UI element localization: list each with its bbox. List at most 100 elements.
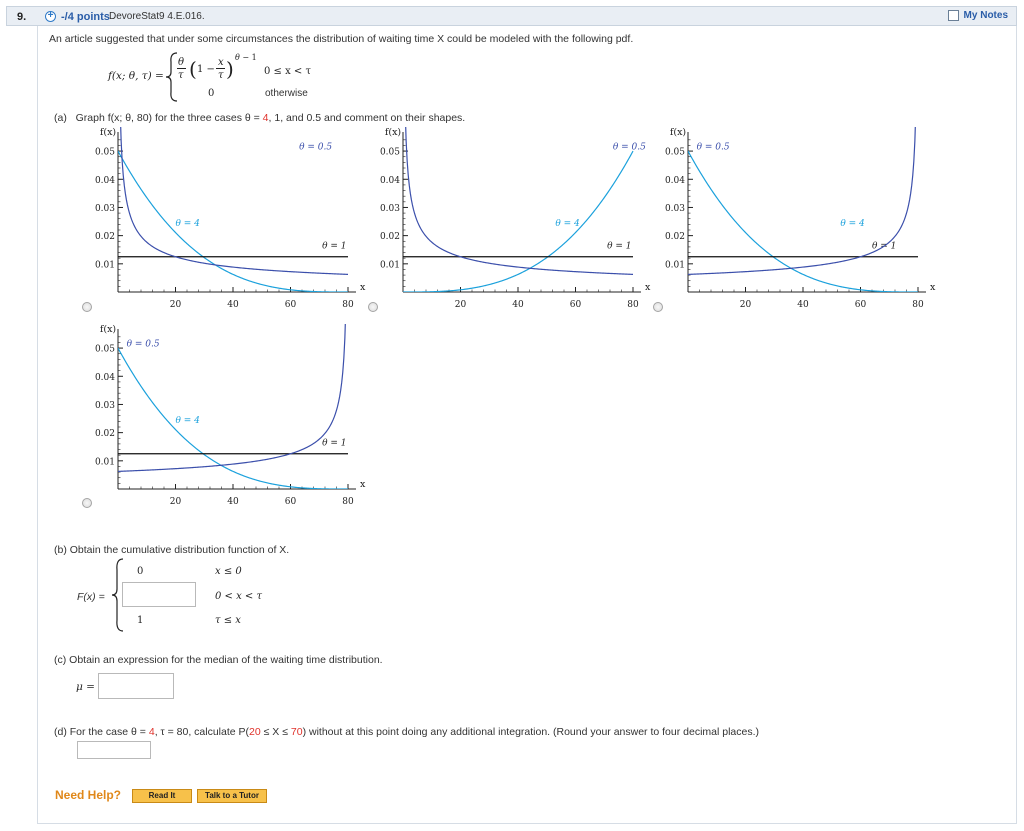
- y-tick-label: 0.05: [380, 148, 400, 158]
- y-tick-label: 0.02: [95, 232, 115, 242]
- question-header: 9. + -/4 points DevoreStat9 4.E.016. My …: [6, 6, 1017, 26]
- x-tick-label: 20: [170, 497, 182, 507]
- y-tick-label: 0.01: [380, 260, 400, 270]
- need-help-label: Need Help?: [55, 788, 122, 802]
- cdf-case2-cond: 0 < x < τ: [215, 591, 263, 602]
- part-a-label: (a): [54, 112, 67, 124]
- x-tick-label: 80: [912, 300, 924, 310]
- series-label: θ = 4: [555, 219, 580, 229]
- cdf-middle-input[interactable]: [122, 582, 196, 607]
- graph-option-1-radio[interactable]: [82, 302, 92, 312]
- part-d-theta: 4: [148, 726, 155, 738]
- part-d-low: 20: [249, 726, 261, 738]
- part-d-text-prefix: (d) For the case θ =: [54, 726, 146, 738]
- x-axis-label: x: [645, 282, 651, 293]
- pdf-case2-value: 0: [208, 88, 215, 99]
- cdf-brace: [111, 558, 124, 632]
- my-notes-label: My Notes: [963, 10, 1008, 21]
- graph-option-3-radio[interactable]: [653, 302, 663, 312]
- y-tick-label: 0.04: [95, 373, 115, 383]
- y-tick-label: 0.03: [665, 204, 685, 214]
- median-input[interactable]: [98, 673, 174, 699]
- part-d-high: 70: [290, 726, 303, 738]
- series-line: [688, 150, 918, 292]
- x-tick-label: 60: [285, 497, 297, 507]
- y-tick-label: 0.05: [95, 148, 115, 158]
- pdf-brace: [165, 52, 178, 102]
- expand-plus-icon[interactable]: +: [45, 11, 56, 22]
- y-tick-label: 0.01: [95, 260, 115, 270]
- y-axis-label: f(x): [100, 324, 116, 335]
- graph-option-1: 0.01 0.02 0.03 0.04 0.05 20 40 60 80 f(x) x θ = 4 θ …: [95, 127, 366, 310]
- y-tick-label: 0.05: [95, 345, 115, 355]
- cdf-lhs: F(x) =: [77, 591, 105, 603]
- part-a-text-mid: , 1, and 0.5 and comment on their shapes…: [268, 112, 466, 124]
- read-it-button[interactable]: Read It: [132, 789, 192, 803]
- x-axis-label: x: [360, 479, 366, 490]
- y-tick-label: 0.01: [95, 457, 115, 467]
- question-intro: An article suggested that under some cir…: [49, 33, 634, 45]
- x-axis-label: x: [360, 282, 366, 293]
- my-notes-button[interactable]: My Notes: [946, 9, 1012, 23]
- series-line: [118, 150, 348, 292]
- y-tick-label: 0.04: [665, 176, 685, 186]
- part-d-text-mid: , τ = 80, calculate P(: [154, 726, 250, 738]
- note-icon: [947, 10, 959, 21]
- part-d-text-suffix: ) without at this point doing any additi…: [302, 726, 760, 738]
- series-label: θ = 1: [322, 438, 346, 448]
- series-line: [118, 347, 348, 489]
- median-lhs: μ =: [76, 681, 95, 693]
- part-a-text-prefix: Graph f(x; θ, 80) for the three cases θ …: [75, 112, 260, 124]
- part-a-prompt: (a) Graph f(x; θ, 80) for the three case…: [54, 112, 465, 124]
- series-label: θ = 0.5: [127, 340, 160, 350]
- y-tick-label: 0.01: [665, 260, 685, 270]
- graph-option-4-radio[interactable]: [82, 498, 92, 508]
- x-tick-label: 40: [227, 497, 239, 507]
- cdf-case3-value: 1: [137, 615, 144, 626]
- series-line: [405, 127, 634, 275]
- cdf-case1-value: 0: [137, 566, 144, 577]
- x-tick-label: 20: [740, 300, 752, 310]
- y-axis-label: f(x): [100, 127, 116, 138]
- part-a-theta-4: 4: [262, 112, 269, 124]
- y-tick-label: 0.03: [380, 204, 400, 214]
- y-tick-label: 0.03: [95, 401, 115, 411]
- pdf-case2-cond: otherwise: [265, 88, 308, 99]
- series-label: θ = 4: [176, 416, 201, 426]
- x-tick-label: 60: [570, 300, 582, 310]
- probability-input[interactable]: [77, 741, 151, 759]
- series-line: [120, 127, 349, 275]
- x-tick-label: 20: [455, 300, 467, 310]
- x-tick-label: 40: [797, 300, 809, 310]
- y-tick-label: 0.03: [95, 204, 115, 214]
- x-tick-label: 80: [342, 300, 354, 310]
- series-label: θ = 1: [322, 241, 346, 251]
- y-tick-label: 0.02: [665, 232, 685, 242]
- talk-to-tutor-button[interactable]: Talk to a Tutor: [197, 789, 267, 803]
- graph-option-4: 0.01 0.02 0.03 0.04 0.05 20 40 60 80 f(x) x θ = 4 θ …: [95, 324, 366, 507]
- y-tick-label: 0.04: [95, 176, 115, 186]
- y-tick-label: 0.02: [380, 232, 400, 242]
- series-label: θ = 0.5: [299, 143, 332, 153]
- series-line: [118, 324, 346, 472]
- y-tick-label: 0.02: [95, 429, 115, 439]
- question-number: 9.: [17, 11, 27, 23]
- graph-option-3: 0.01 0.02 0.03 0.04 0.05 20 40 60 80 f(x) x θ = 4 θ …: [665, 127, 936, 310]
- x-tick-label: 80: [342, 497, 354, 507]
- graph-option-2-radio[interactable]: [368, 302, 378, 312]
- series-label: θ = 4: [176, 219, 201, 229]
- x-axis-label: x: [930, 282, 936, 293]
- y-tick-label: 0.05: [665, 148, 685, 158]
- points-label: -/4 points: [61, 11, 110, 23]
- part-b-prompt: (b) Obtain the cumulative distribution f…: [54, 544, 290, 556]
- y-tick-label: 0.04: [380, 176, 400, 186]
- pdf-lhs: f(x; θ, τ) =: [108, 70, 164, 82]
- series-label: θ = 0.5: [697, 143, 730, 153]
- part-c-prompt: (c) Obtain an expression for the median …: [54, 654, 383, 666]
- x-tick-label: 60: [855, 300, 867, 310]
- x-tick-label: 80: [627, 300, 639, 310]
- x-tick-label: 40: [227, 300, 239, 310]
- y-axis-label: f(x): [385, 127, 401, 138]
- x-tick-label: 20: [170, 300, 182, 310]
- question-source: DevoreStat9 4.E.016.: [109, 11, 205, 22]
